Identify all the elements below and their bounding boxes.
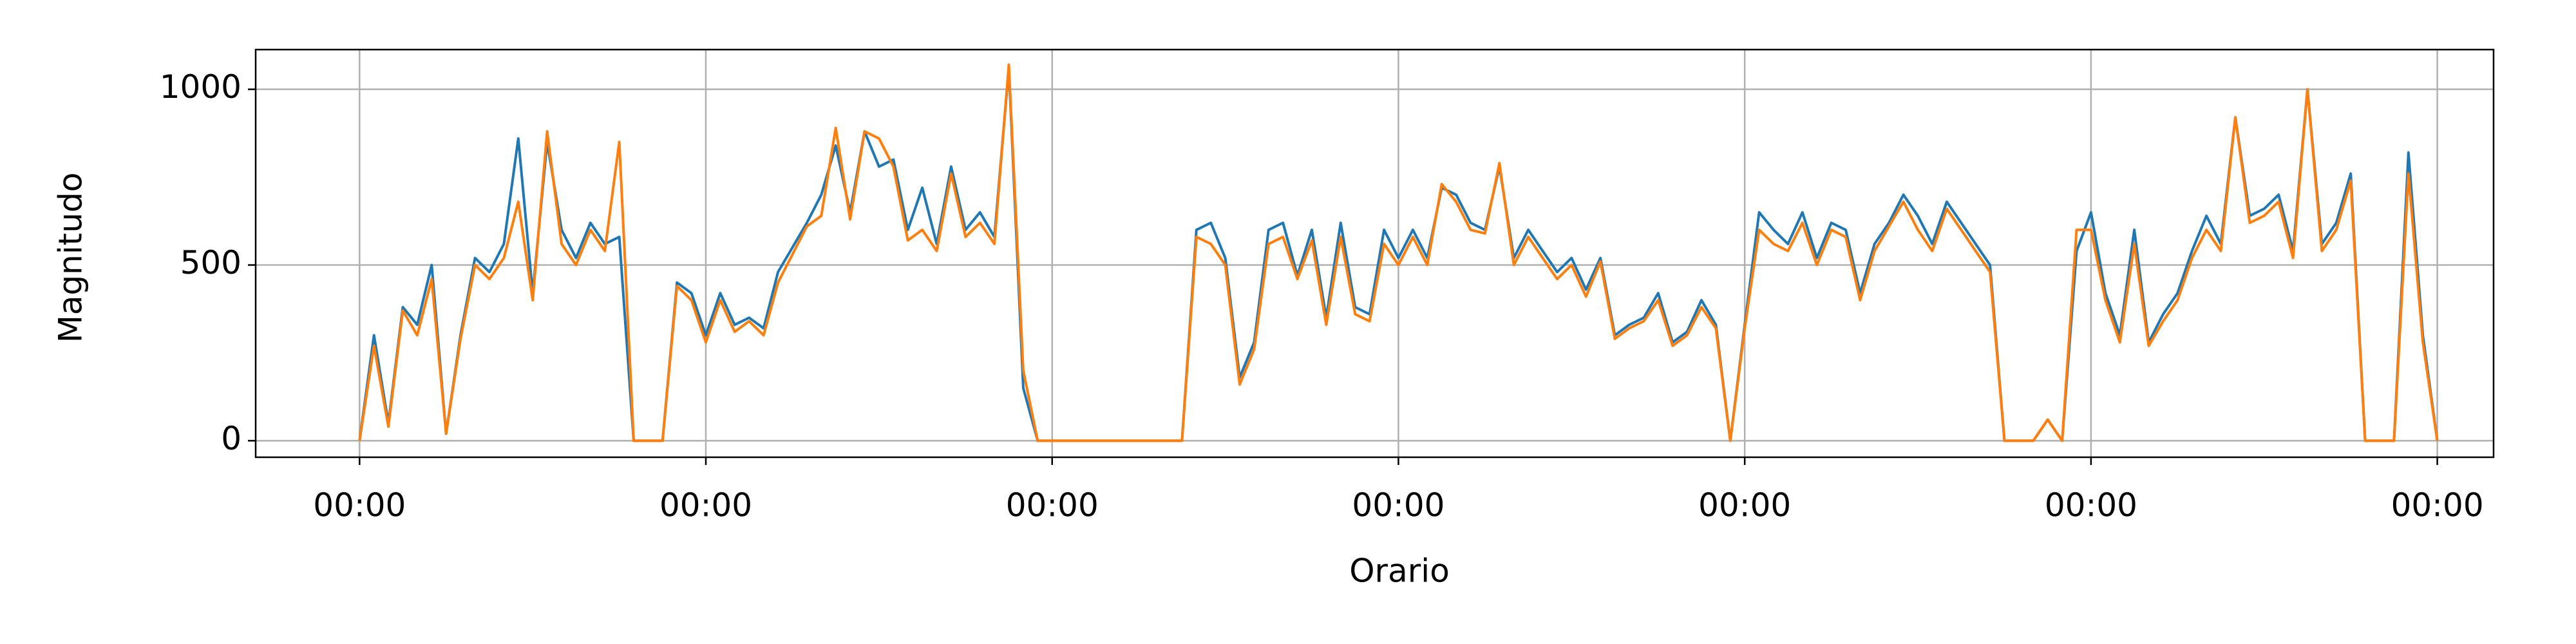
x-tick-label: 00:00	[2391, 487, 2484, 524]
y-tick-label: 0	[221, 420, 242, 457]
x-axis-label: Orario	[1349, 553, 1450, 590]
x-tick-label: 00:00	[1352, 487, 1444, 524]
x-tick-label: 00:00	[1698, 487, 1791, 524]
y-tick-label: 500	[180, 244, 242, 281]
plot-frame	[254, 48, 2495, 459]
series-line	[358, 66, 2439, 442]
series-line	[358, 63, 2439, 442]
x-tick-label: 00:00	[1006, 487, 1099, 524]
x-tick-label: 00:00	[659, 487, 752, 524]
y-axis-label: Magnitudo	[52, 173, 90, 343]
y-tick-label: 1000	[160, 68, 242, 106]
x-tick-label: 00:00	[2045, 487, 2137, 524]
x-tick-label: 00:00	[313, 487, 406, 524]
